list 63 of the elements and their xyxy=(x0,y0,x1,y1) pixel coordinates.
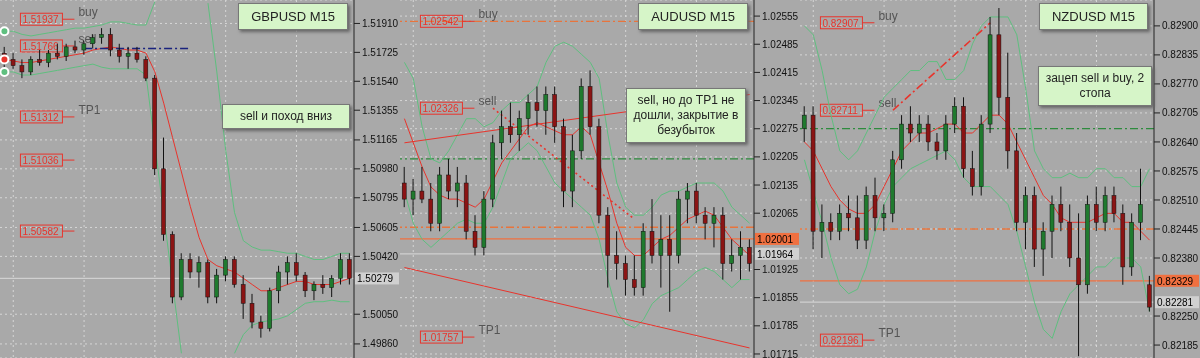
text: AUDUSD M15 xyxy=(638,3,748,30)
y-tick-label: 0.82510 xyxy=(1162,194,1199,206)
annotation: buy xyxy=(478,7,498,22)
annotation: sell и поход вниз xyxy=(222,104,350,129)
y-tick-label: 1.02065 xyxy=(762,207,799,219)
ref-line-label: 1.51312 xyxy=(22,111,60,123)
ref-line-label: 1.50582 xyxy=(22,226,60,238)
ref-line-label: 1.50279 xyxy=(357,273,394,285)
y-tick-label: 1.01925 xyxy=(762,264,799,276)
ref-line-label: 1.51036 xyxy=(22,155,60,167)
y-tick-label: 0.82185 xyxy=(1162,339,1199,351)
y-tick-label: 0.82380 xyxy=(1162,252,1199,264)
y-tick-label: 1.51540 xyxy=(362,75,399,87)
annotation: buy xyxy=(78,5,98,20)
ref-line-label: 1.02542 xyxy=(422,16,460,28)
y-tick-label: 1.02345 xyxy=(762,95,799,107)
y-tick-label: 1.51910 xyxy=(362,18,399,29)
annotation: TP1 xyxy=(878,326,901,341)
y-tick-label: 1.49860 xyxy=(362,338,399,350)
y-tick-label: 0.82250 xyxy=(1162,310,1199,322)
y-tick-label: 0.82770 xyxy=(1162,78,1199,90)
annotation: sell, но до TP1 не дошли, закрытие в безубыток xyxy=(626,88,746,143)
annotation: sell xyxy=(478,94,497,109)
y-tick-label: 0.82835 xyxy=(1162,49,1199,61)
y-tick-label: 1.50050 xyxy=(362,308,399,320)
ref-line-label: 0.82329 xyxy=(1157,275,1194,287)
y-tick-label: 1.50980 xyxy=(362,163,399,175)
y-tick-label: 1.51165 xyxy=(362,134,398,146)
text: GBPUSD M15 xyxy=(238,3,348,30)
y-tick-label: 1.02135 xyxy=(762,179,799,191)
y-tick-label: 1.51355 xyxy=(362,104,399,116)
y-tick-label: 0.82640 xyxy=(1162,136,1199,148)
y-tick-label: 0.82705 xyxy=(1162,107,1199,119)
ref-line-label: 0.82281 xyxy=(1157,297,1194,309)
y-tick-label: 1.02275 xyxy=(762,123,799,135)
y-tick-label: 1.02485 xyxy=(762,38,799,50)
y-tick-label: 1.50420 xyxy=(362,250,399,262)
annotation: buy xyxy=(878,8,898,23)
y-tick-label: 1.01855 xyxy=(762,292,799,304)
ref-line-label: 1.51937 xyxy=(22,14,60,26)
annotation: TP1 xyxy=(78,102,101,117)
ref-line-label: 0.82711 xyxy=(822,105,859,117)
y-tick-label: 0.82900 xyxy=(1162,20,1199,32)
ref-line-label: 1.02326 xyxy=(422,103,460,115)
y-tick-label: 1.02415 xyxy=(762,66,799,78)
y-tick-label: 1.02205 xyxy=(762,151,799,163)
y-tick-label: 1.50605 xyxy=(362,222,399,234)
annotation: TP1 xyxy=(478,323,501,338)
y-tick-label: 0.82445 xyxy=(1162,223,1199,235)
y-tick-label: 0.82575 xyxy=(1162,165,1199,177)
ref-line-label: 1.02001 xyxy=(757,233,794,245)
annotation: sell xyxy=(878,96,897,111)
y-tick-label: 1.01715 xyxy=(762,348,799,358)
y-tick-label: 1.02555 xyxy=(762,10,799,22)
ref-line-label: 1.01757 xyxy=(422,332,460,344)
annotation: зацеп sell и buy, 2 стопа xyxy=(1038,66,1152,106)
y-tick-label: 1.51725 xyxy=(362,46,399,58)
ref-line-label: 1.01964 xyxy=(757,248,794,260)
text: NZDUSD M15 xyxy=(1038,3,1148,30)
ref-line-label: 0.82907 xyxy=(822,17,860,29)
y-tick-label: 1.01785 xyxy=(762,320,799,332)
y-tick-label: 1.50795 xyxy=(362,192,399,204)
ref-line-label: 0.82196 xyxy=(822,335,860,347)
